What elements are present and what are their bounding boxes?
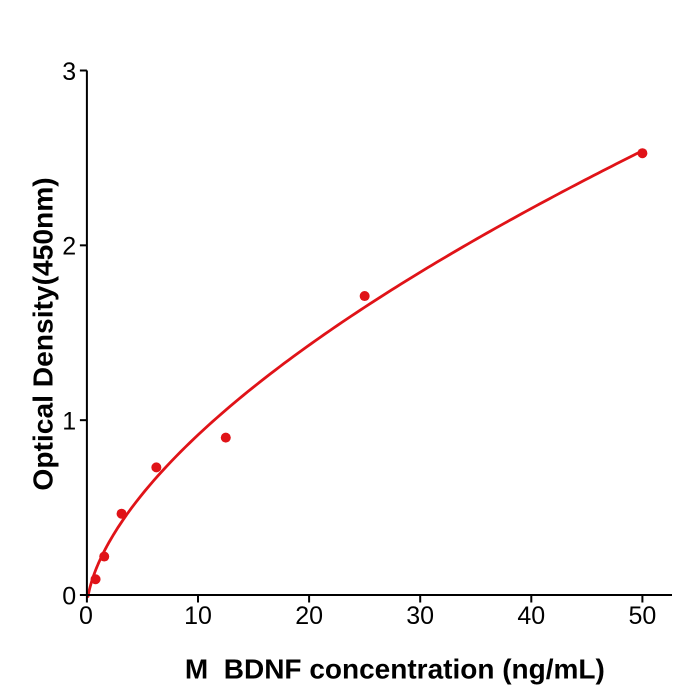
svg-text:Optical Density(450nm): Optical Density(450nm) xyxy=(27,177,59,490)
svg-text:10: 10 xyxy=(184,602,212,630)
svg-text:0: 0 xyxy=(62,582,76,610)
svg-text:50: 50 xyxy=(628,602,656,630)
svg-text:M BDNF concentration (ng/mL): M BDNF concentration (ng/mL) xyxy=(185,653,605,684)
svg-text:0: 0 xyxy=(79,602,93,630)
svg-text:40: 40 xyxy=(517,602,545,630)
svg-text:1: 1 xyxy=(62,408,76,436)
svg-text:2: 2 xyxy=(62,233,76,261)
svg-text:20: 20 xyxy=(295,602,323,630)
svg-text:30: 30 xyxy=(406,602,434,630)
svg-text:3: 3 xyxy=(62,58,76,86)
